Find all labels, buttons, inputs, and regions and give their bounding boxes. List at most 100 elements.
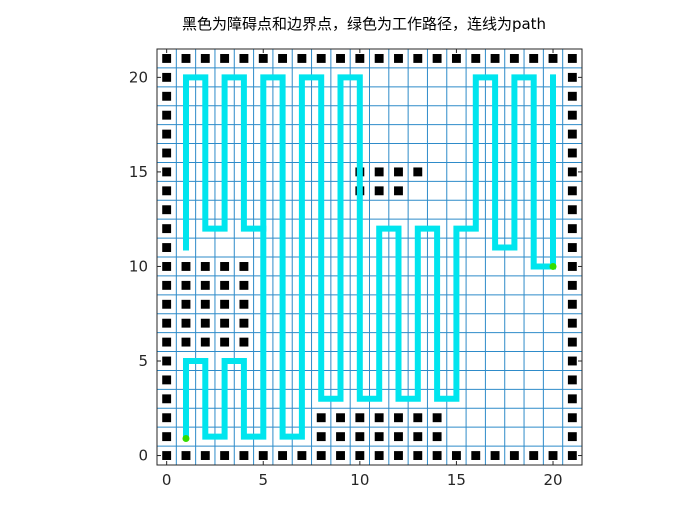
obstacle-point xyxy=(239,337,249,347)
boundary-point xyxy=(509,451,519,460)
tick-labels: 0 5 10 15 20 0 5 10 15 20 xyxy=(129,68,563,489)
x-tick-label: 5 xyxy=(258,471,268,489)
boundary-point xyxy=(258,54,268,63)
boundary-point xyxy=(162,72,172,82)
boundary-point xyxy=(567,356,577,366)
boundary-point xyxy=(394,54,403,63)
obstacle-point xyxy=(374,167,384,177)
boundary-point xyxy=(567,167,577,177)
boundary-point xyxy=(162,186,172,196)
boundary-point xyxy=(567,110,577,120)
boundary-point xyxy=(162,54,172,63)
boundary-point xyxy=(297,451,307,460)
boundary-point xyxy=(567,299,577,309)
boundary-point xyxy=(162,318,172,328)
obstacle-point xyxy=(239,299,249,309)
boundary-point xyxy=(509,54,519,63)
obstacle-point xyxy=(336,432,345,442)
boundary-point xyxy=(490,54,500,63)
work-path-point xyxy=(182,435,190,443)
boundary-point xyxy=(567,318,577,328)
obstacle-point xyxy=(394,186,403,196)
obstacle-point xyxy=(413,167,423,177)
y-tick-label: 15 xyxy=(129,163,148,181)
x-tick-label: 15 xyxy=(447,471,466,489)
boundary-point xyxy=(548,451,558,460)
boundary-point xyxy=(567,394,577,404)
obstacle-points xyxy=(181,167,442,442)
obstacle-point xyxy=(220,337,230,347)
boundary-point xyxy=(567,54,577,63)
boundary-point xyxy=(200,54,210,63)
obstacle-point xyxy=(181,280,191,290)
boundary-point xyxy=(567,262,577,271)
obstacle-point xyxy=(181,262,191,271)
boundary-point xyxy=(258,451,268,460)
boundary-point xyxy=(278,54,288,63)
boundary-point xyxy=(162,413,172,423)
boundary-point xyxy=(471,451,481,460)
obstacle-point xyxy=(374,413,384,423)
boundary-point xyxy=(239,451,249,460)
boundary-point xyxy=(548,54,558,63)
boundary-point xyxy=(567,432,577,442)
boundary-point xyxy=(162,432,172,442)
boundary-point xyxy=(162,262,172,271)
obstacle-point xyxy=(374,186,384,196)
boundary-point xyxy=(336,54,345,63)
boundary-point xyxy=(162,280,172,290)
boundary-points xyxy=(162,54,577,460)
obstacle-point xyxy=(181,318,191,328)
x-tick-label: 20 xyxy=(543,471,562,489)
boundary-point xyxy=(162,451,172,460)
obstacle-point xyxy=(200,262,210,271)
boundary-point xyxy=(162,394,172,404)
boundary-point xyxy=(162,299,172,309)
x-tick-label: 10 xyxy=(350,471,369,489)
grid-lines xyxy=(156,48,583,466)
boundary-point xyxy=(567,205,577,215)
boundary-point xyxy=(567,413,577,423)
boundary-point xyxy=(220,54,230,63)
obstacle-point xyxy=(355,413,365,423)
boundary-point xyxy=(355,451,365,460)
obstacle-point xyxy=(181,299,191,309)
boundary-point xyxy=(297,54,307,63)
obstacle-point xyxy=(220,318,230,328)
boundary-point xyxy=(181,54,191,63)
boundary-point xyxy=(162,243,172,252)
boundary-point xyxy=(471,54,481,63)
boundary-point xyxy=(278,451,288,460)
x-tick-label: 0 xyxy=(162,471,172,489)
boundary-point xyxy=(529,54,539,63)
boundary-point xyxy=(162,129,172,139)
boundary-point xyxy=(162,205,172,215)
work-path-point xyxy=(549,262,557,270)
axes xyxy=(156,48,583,466)
boundary-point xyxy=(162,337,172,347)
boundary-point xyxy=(567,375,577,385)
obstacle-point xyxy=(239,280,249,290)
plot-box xyxy=(156,48,583,466)
boundary-point xyxy=(162,148,172,158)
boundary-point xyxy=(394,451,403,460)
boundary-point xyxy=(567,337,577,347)
boundary-point xyxy=(567,186,577,196)
boundary-point xyxy=(220,451,230,460)
boundary-point xyxy=(413,451,423,460)
boundary-point xyxy=(316,54,326,63)
obstacle-point xyxy=(432,432,442,442)
boundary-point xyxy=(567,451,577,460)
obstacle-point xyxy=(239,318,249,328)
obstacle-point xyxy=(394,167,403,177)
boundary-point xyxy=(316,451,326,460)
obstacle-point xyxy=(200,299,210,309)
boundary-point xyxy=(567,129,577,139)
boundary-point xyxy=(432,451,442,460)
boundary-point xyxy=(451,54,461,63)
boundary-point xyxy=(162,356,172,366)
y-tick-label: 10 xyxy=(129,257,148,275)
y-tick-label: 20 xyxy=(129,68,148,86)
work-path-markers xyxy=(182,262,557,443)
